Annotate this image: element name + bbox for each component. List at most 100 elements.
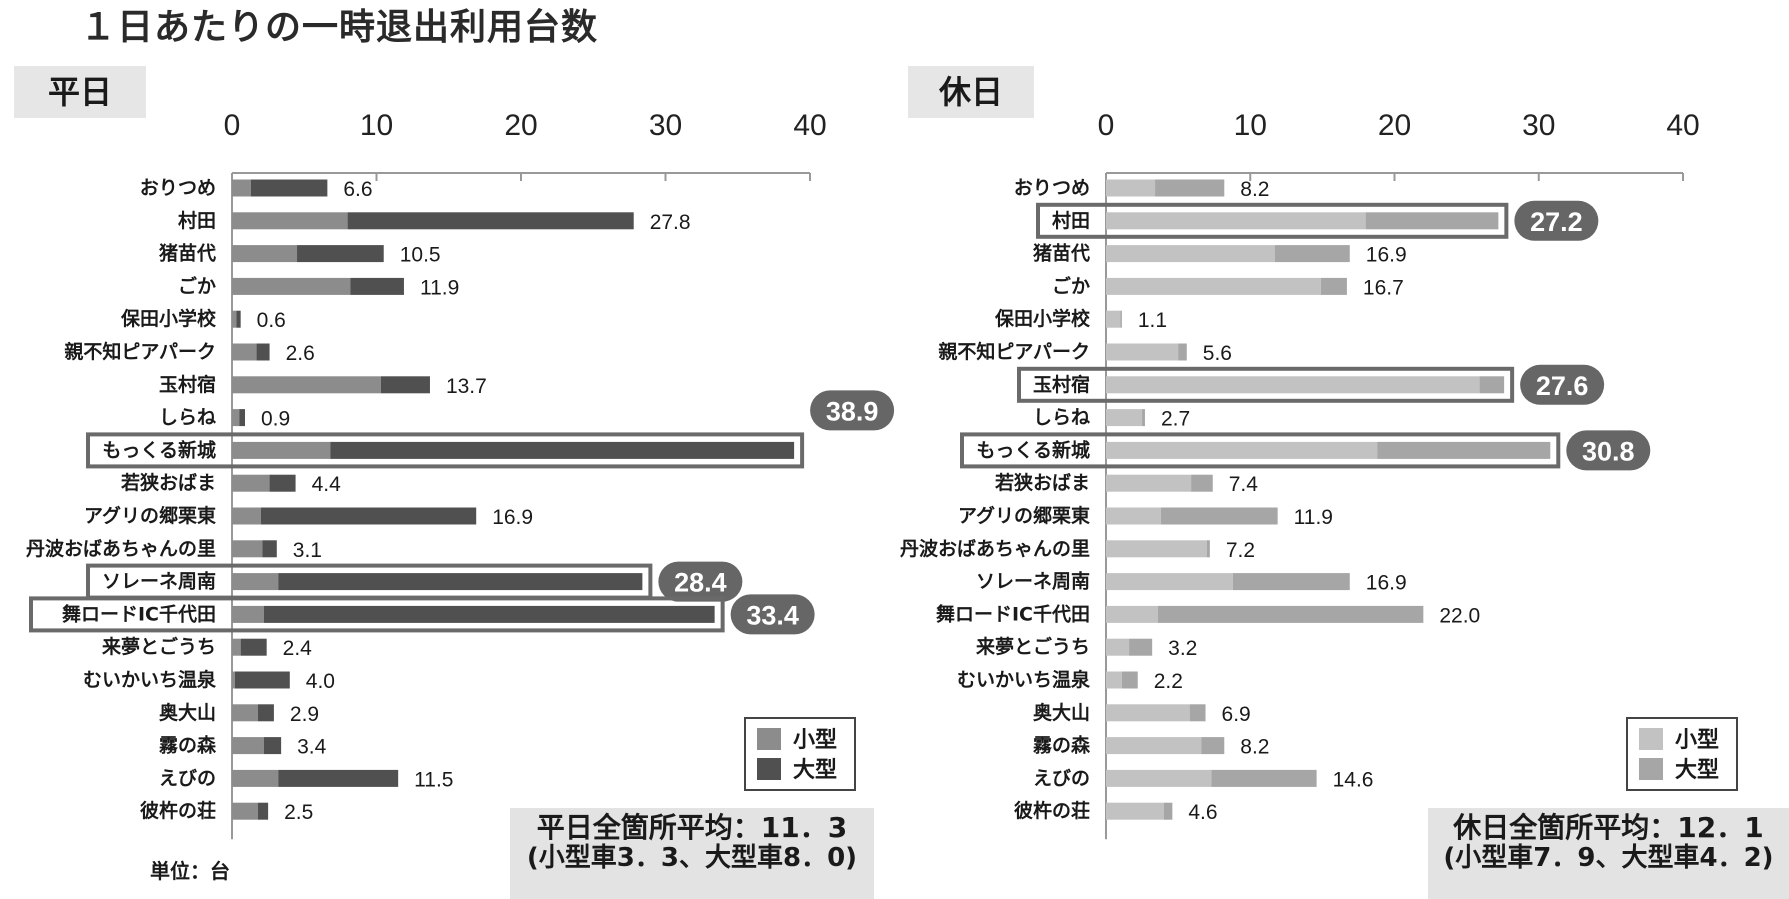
weekday-total-badge: [658, 561, 743, 602]
weekday-legend-label-small: 小型: [793, 728, 837, 753]
holiday-bar-small: [1106, 409, 1143, 427]
holiday-bar-small: [1106, 343, 1179, 361]
holiday-legend-label-large: 大型: [1675, 758, 1719, 783]
holiday-total-label: 5.6: [1203, 342, 1232, 365]
holiday-x-tick-label: 10: [1234, 109, 1267, 142]
holiday-bar-large: [1201, 737, 1225, 755]
weekday-category-label: 奥大山: [159, 701, 216, 724]
weekday-total-label: 13.7: [446, 375, 487, 398]
holiday-bar-large: [1178, 343, 1187, 361]
holiday-average-breakdown: (小型車7．9、大型車4．2): [1443, 843, 1774, 874]
holiday-category-label: ごか: [1052, 274, 1090, 297]
weekday-category-label: 霧の森: [158, 734, 217, 757]
holiday-total-label: 14.6: [1333, 768, 1374, 791]
holiday-total-label: 11.9: [1294, 506, 1333, 529]
holiday-bar-large: [1191, 474, 1213, 492]
holiday-category-label: もっくる新城: [976, 438, 1090, 461]
holiday-category-label: 親不知ピアパーク: [938, 340, 1090, 363]
weekday-total-label: 16.9: [492, 506, 533, 529]
holiday-bar-large: [1157, 605, 1424, 623]
holiday-category-label: ソレーネ周南: [976, 571, 1090, 593]
weekday-bar-large: [263, 737, 282, 755]
holiday-total-label: 6.9: [1222, 703, 1251, 726]
weekday-legend-swatch-large: [757, 758, 781, 780]
weekday-total-label: 2.4: [283, 637, 313, 660]
weekday-bar-small: [232, 704, 259, 722]
weekday-category-label: 丹波おばあちゃんの里: [26, 537, 216, 560]
weekday-total-label: 2.9: [290, 703, 319, 726]
weekday-bar-large: [250, 179, 328, 197]
weekday-bar-large: [260, 507, 477, 525]
weekday-total-label: 11.9: [420, 276, 459, 299]
weekday-category-label: 玉村宿: [159, 373, 216, 396]
holiday-category-label: 猪苗代: [1032, 243, 1090, 265]
holiday-bar-large: [1189, 704, 1206, 722]
weekday-x-tick-label: 10: [360, 109, 393, 142]
weekday-bar-small: [232, 540, 263, 558]
holiday-bar-small: [1106, 212, 1366, 230]
holiday-highlight-box: [1017, 366, 1515, 403]
holiday-bar-small: [1106, 376, 1480, 394]
weekday-category-label: えびの: [159, 767, 216, 789]
weekday-bar-large: [278, 769, 399, 787]
weekday-x-tick-label: 20: [504, 109, 537, 142]
weekday-category-label: 若狭おばま: [121, 471, 216, 494]
holiday-bar-large: [1377, 441, 1551, 459]
weekday-total-label: 4.4: [312, 473, 342, 496]
weekday-category-label: 来夢とごうち: [102, 635, 216, 658]
weekday-total-label: 27.8: [650, 211, 691, 234]
weekday-category-label: ごか: [178, 274, 216, 297]
holiday-total-badge: [1514, 200, 1599, 241]
holiday-bar-large: [1479, 376, 1505, 394]
weekday-category-label: 保田小学校: [120, 307, 217, 330]
holiday-bar-small: [1106, 802, 1164, 820]
holiday-panel-label: 休日: [908, 66, 1034, 118]
holiday-total-label: 16.9: [1366, 572, 1407, 595]
holiday-average-summary: 休日全箇所平均：12．1 (小型車7．9、大型車4．2): [1428, 808, 1789, 899]
weekday-panel-label: 平日: [14, 66, 146, 118]
weekday-category-label: おりつめ: [140, 177, 216, 199]
holiday-legend-swatch-small: [1639, 728, 1663, 750]
holiday-total-label: 4.6: [1188, 801, 1217, 824]
holiday-category-label: 村田: [1052, 209, 1090, 232]
weekday-total-label: 38.9: [826, 396, 879, 426]
weekday-bar-small: [232, 573, 279, 591]
weekday-legend-swatch-small: [757, 728, 781, 750]
holiday-total-label: 8.2: [1240, 178, 1269, 201]
weekday-bar-large: [258, 802, 269, 820]
weekday-category-label: むいかいち温泉: [83, 668, 217, 691]
holiday-total-label: 3.2: [1168, 637, 1197, 660]
holiday-bar-small: [1106, 704, 1190, 722]
weekday-category-label: ソレーネ周南: [102, 571, 216, 593]
weekday-bar-small: [232, 605, 264, 623]
weekday-average-line: 平日全箇所平均：11．3: [536, 811, 848, 844]
page-title: １日あたりの一時退出利用台数: [80, 7, 599, 48]
holiday-x-tick-label: 0: [1098, 109, 1115, 142]
holiday-bar-large: [1232, 573, 1350, 591]
weekday-bar-small: [232, 638, 241, 656]
weekday-total-label: 4.0: [306, 670, 335, 693]
holiday-bar-small: [1106, 605, 1158, 623]
holiday-bar-small: [1106, 507, 1161, 525]
holiday-bar-small: [1106, 277, 1321, 295]
weekday-average-summary: 平日全箇所平均：11．3 (小型車3．3、大型車8．0): [510, 808, 874, 899]
holiday-total-label: 2.7: [1161, 408, 1190, 431]
weekday-bar-small: [232, 376, 381, 394]
holiday-bar-large: [1120, 310, 1122, 328]
weekday-bar-large: [263, 605, 715, 623]
holiday-category-label: アグリの郷栗東: [958, 504, 1090, 527]
weekday-bar-large: [278, 573, 643, 591]
holiday-legend-label-small: 小型: [1675, 728, 1719, 753]
holiday-total-badge: [1520, 364, 1605, 405]
weekday-bar-small: [232, 277, 351, 295]
weekday-category-label: 猪苗代: [158, 243, 216, 265]
holiday-total-badge: [1566, 430, 1651, 471]
holiday-x-tick-label: 20: [1378, 109, 1411, 142]
weekday-bar-large: [380, 376, 430, 394]
weekday-bar-small: [232, 769, 279, 787]
holiday-bar-small: [1106, 441, 1378, 459]
weekday-total-label: 6.6: [343, 178, 372, 201]
weekday-total-label: 0.6: [257, 309, 286, 332]
weekday-bar-large: [347, 212, 634, 230]
weekday-total-label: 3.4: [297, 736, 327, 759]
